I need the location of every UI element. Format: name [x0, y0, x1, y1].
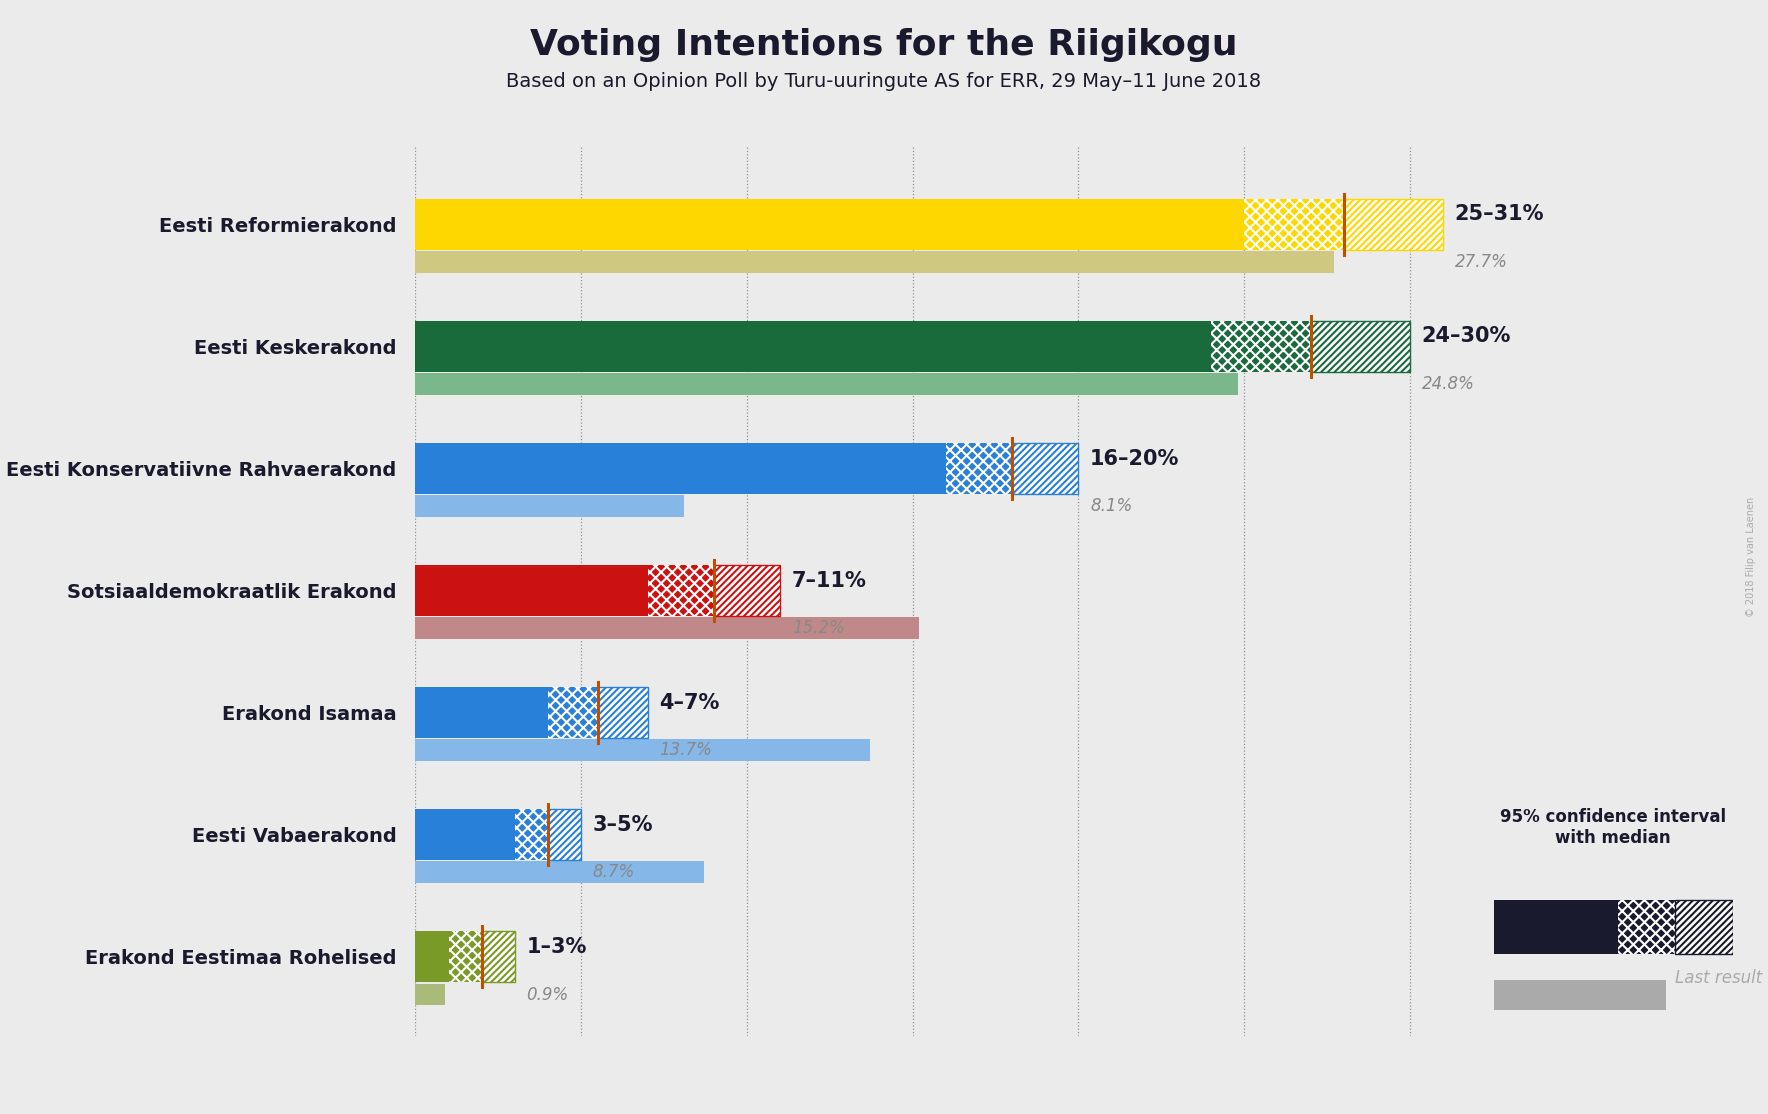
Bar: [548, 687, 598, 739]
Text: 8.7%: 8.7%: [592, 863, 635, 881]
Bar: [946, 442, 1011, 494]
Bar: [1494, 980, 1665, 1009]
Bar: [415, 809, 514, 860]
Text: 1–3%: 1–3%: [527, 937, 587, 957]
Text: 25–31%: 25–31%: [1455, 204, 1543, 224]
Text: Last result: Last result: [1674, 969, 1763, 987]
Bar: [415, 861, 704, 883]
Text: 0.9%: 0.9%: [527, 986, 569, 1004]
Bar: [647, 565, 714, 616]
Bar: [415, 251, 1333, 273]
Bar: [598, 687, 647, 739]
Text: 15.2%: 15.2%: [792, 619, 845, 637]
Bar: [415, 687, 548, 739]
Bar: [1676, 900, 1733, 955]
Bar: [415, 198, 1245, 250]
Bar: [415, 442, 946, 494]
Text: 24–30%: 24–30%: [1421, 326, 1512, 346]
Text: 27.7%: 27.7%: [1455, 253, 1508, 271]
Text: 8.1%: 8.1%: [1091, 497, 1132, 515]
Bar: [1344, 198, 1443, 250]
Bar: [1211, 321, 1310, 372]
Bar: [1011, 442, 1078, 494]
Text: 24.8%: 24.8%: [1421, 375, 1475, 393]
Bar: [415, 373, 1238, 395]
Bar: [415, 565, 647, 616]
Text: 7–11%: 7–11%: [792, 570, 866, 590]
Bar: [481, 931, 514, 983]
Text: Based on an Opinion Poll by Turu-uuringute AS for ERR, 29 May–11 June 2018: Based on an Opinion Poll by Turu-uuringu…: [506, 72, 1262, 91]
Bar: [1494, 900, 1618, 955]
Bar: [1310, 321, 1411, 372]
Bar: [415, 740, 870, 761]
Bar: [548, 809, 582, 860]
Bar: [449, 931, 481, 983]
Bar: [415, 617, 919, 639]
Text: © 2018 Filip van Laenen: © 2018 Filip van Laenen: [1745, 497, 1756, 617]
Bar: [415, 931, 449, 983]
Bar: [415, 496, 684, 517]
Bar: [1618, 900, 1676, 955]
Text: 16–20%: 16–20%: [1091, 449, 1179, 469]
Bar: [415, 984, 446, 1006]
Bar: [1245, 198, 1344, 250]
Bar: [415, 321, 1211, 372]
Text: 4–7%: 4–7%: [659, 693, 720, 713]
Text: 13.7%: 13.7%: [659, 741, 713, 760]
Text: Voting Intentions for the Riigikogu: Voting Intentions for the Riigikogu: [530, 28, 1238, 62]
Text: 95% confidence interval
with median: 95% confidence interval with median: [1501, 808, 1726, 847]
Bar: [714, 565, 780, 616]
Text: 3–5%: 3–5%: [592, 814, 654, 834]
Bar: [514, 809, 548, 860]
